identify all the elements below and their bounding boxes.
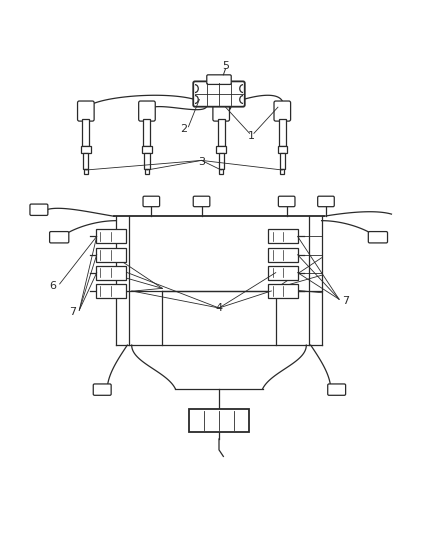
FancyBboxPatch shape <box>96 265 126 280</box>
FancyBboxPatch shape <box>96 248 126 262</box>
Bar <box>82 119 89 146</box>
FancyBboxPatch shape <box>193 82 245 107</box>
FancyBboxPatch shape <box>268 229 298 244</box>
FancyBboxPatch shape <box>143 196 159 207</box>
FancyBboxPatch shape <box>139 101 155 121</box>
Bar <box>280 169 285 174</box>
FancyBboxPatch shape <box>274 101 290 121</box>
FancyBboxPatch shape <box>96 284 126 298</box>
Bar <box>145 152 150 169</box>
Bar <box>144 119 150 146</box>
FancyBboxPatch shape <box>268 248 298 262</box>
Bar <box>83 152 88 169</box>
FancyBboxPatch shape <box>368 231 388 243</box>
Bar <box>84 169 88 174</box>
Bar <box>216 146 226 152</box>
FancyBboxPatch shape <box>193 196 210 207</box>
FancyBboxPatch shape <box>189 409 249 432</box>
FancyBboxPatch shape <box>268 265 298 280</box>
FancyBboxPatch shape <box>78 101 94 121</box>
Text: 3: 3 <box>198 157 205 167</box>
Bar <box>145 169 149 174</box>
FancyBboxPatch shape <box>318 196 334 207</box>
FancyBboxPatch shape <box>268 284 298 298</box>
FancyBboxPatch shape <box>279 196 295 207</box>
Bar <box>278 146 287 152</box>
Bar <box>142 146 152 152</box>
FancyBboxPatch shape <box>328 384 346 395</box>
Bar <box>218 119 225 146</box>
Text: 4: 4 <box>215 303 223 313</box>
Text: 7: 7 <box>69 308 76 317</box>
Text: 2: 2 <box>180 124 187 134</box>
FancyBboxPatch shape <box>49 231 69 243</box>
FancyBboxPatch shape <box>207 75 231 84</box>
Bar <box>279 119 286 146</box>
FancyBboxPatch shape <box>30 204 48 215</box>
Bar <box>81 146 91 152</box>
Bar <box>219 152 224 169</box>
Text: 7: 7 <box>342 296 349 306</box>
Text: 1: 1 <box>248 131 255 141</box>
FancyBboxPatch shape <box>213 101 230 121</box>
Bar <box>280 152 285 169</box>
Bar <box>219 169 223 174</box>
Text: 6: 6 <box>49 281 57 291</box>
FancyBboxPatch shape <box>96 229 126 244</box>
Text: 5: 5 <box>222 61 229 71</box>
FancyBboxPatch shape <box>93 384 111 395</box>
